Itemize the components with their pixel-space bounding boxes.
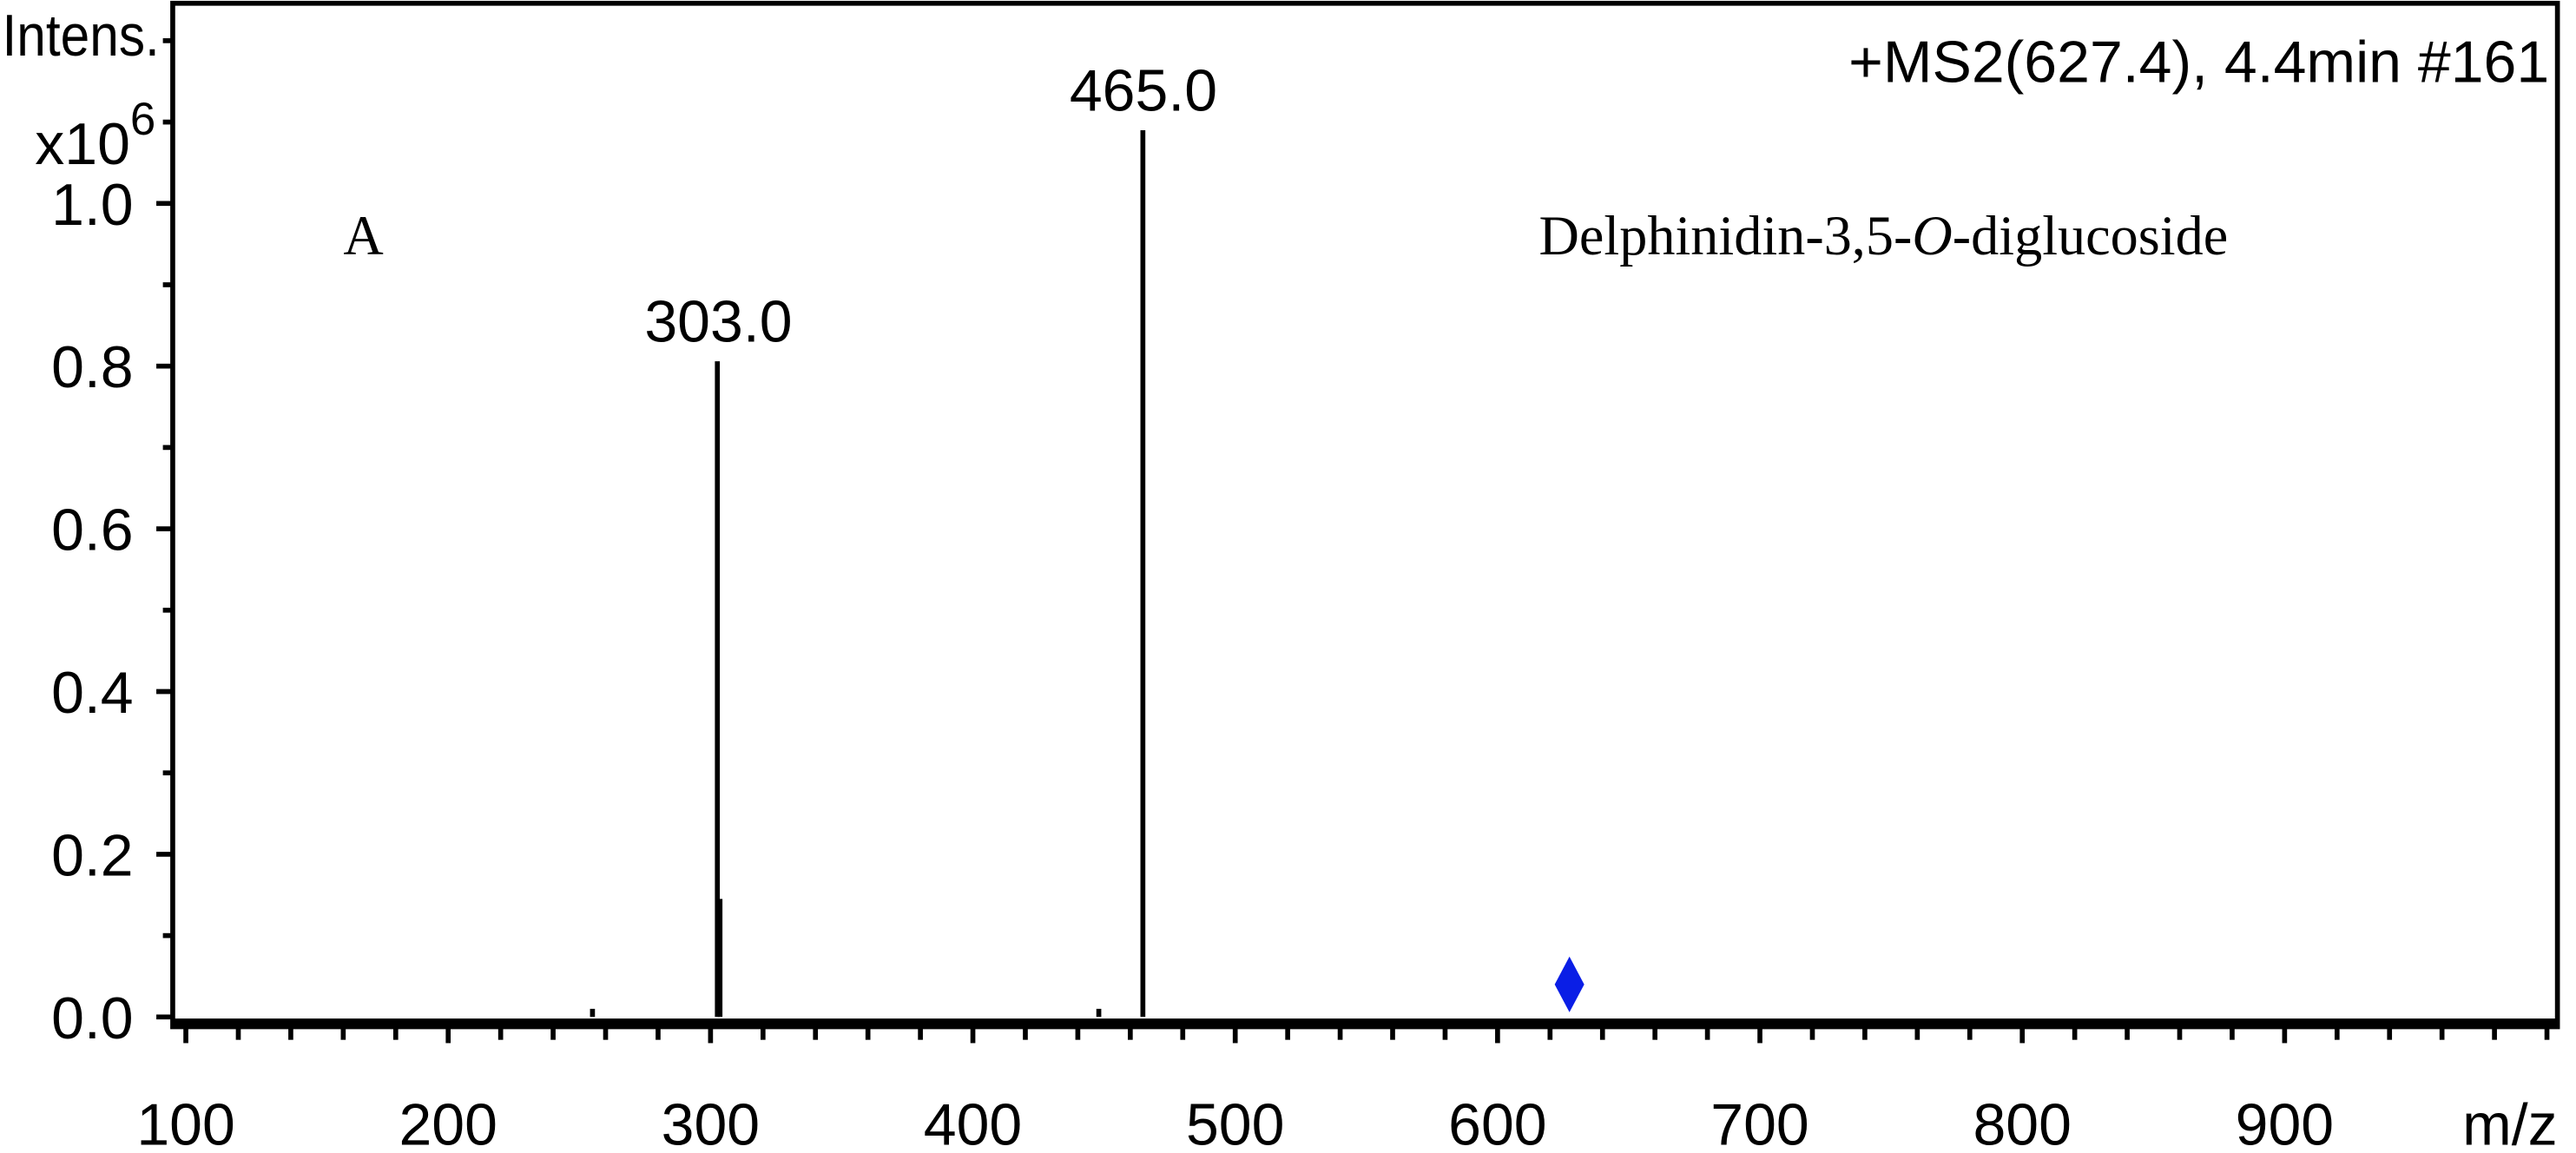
x-tick-label: 700	[1710, 1092, 1808, 1153]
plot-frame	[170, 0, 2560, 1030]
x-tick-label: 900	[2236, 1092, 2334, 1153]
y-label: Intens.	[2, 3, 159, 69]
y-tick-label: 0.8	[51, 334, 134, 400]
compound-part: Delphinidin-3,5-	[1539, 205, 1913, 267]
x-tick-label: 500	[1186, 1092, 1284, 1153]
x-tick-label: 100	[136, 1092, 234, 1153]
y-unit-exponent: 6	[130, 94, 155, 145]
peak-label: 465.0	[1070, 57, 1217, 123]
y-tick-label: 0.6	[51, 497, 134, 563]
compound-label: Delphinidin-3,5-O-diglucoside	[1539, 205, 2229, 267]
y-tick-label: 1.0	[51, 172, 134, 238]
compound-part: O	[1912, 205, 1952, 267]
x-tick-label: 200	[399, 1092, 497, 1153]
y-tick-label: 0.0	[51, 985, 134, 1051]
chart-title: +MS2(627.4), 4.4min #161	[1848, 29, 2549, 95]
y-unit: x106	[35, 94, 155, 177]
y-tick-label: 0.2	[51, 822, 134, 888]
peak-label: 303.0	[644, 288, 792, 354]
x-tick-label: 800	[1973, 1092, 2071, 1153]
x-tick-label: 300	[662, 1092, 760, 1153]
x-tick-label: 400	[924, 1092, 1022, 1153]
x-tick-label: 600	[1448, 1092, 1546, 1153]
x-label: m/z	[2462, 1092, 2558, 1153]
y-unit-base: x10	[35, 111, 130, 177]
panel-label: A	[343, 205, 383, 267]
precursor-marker	[1554, 956, 1584, 1012]
y-tick-label: 0.4	[51, 660, 134, 726]
compound-part: -diglucoside	[1953, 205, 2228, 267]
